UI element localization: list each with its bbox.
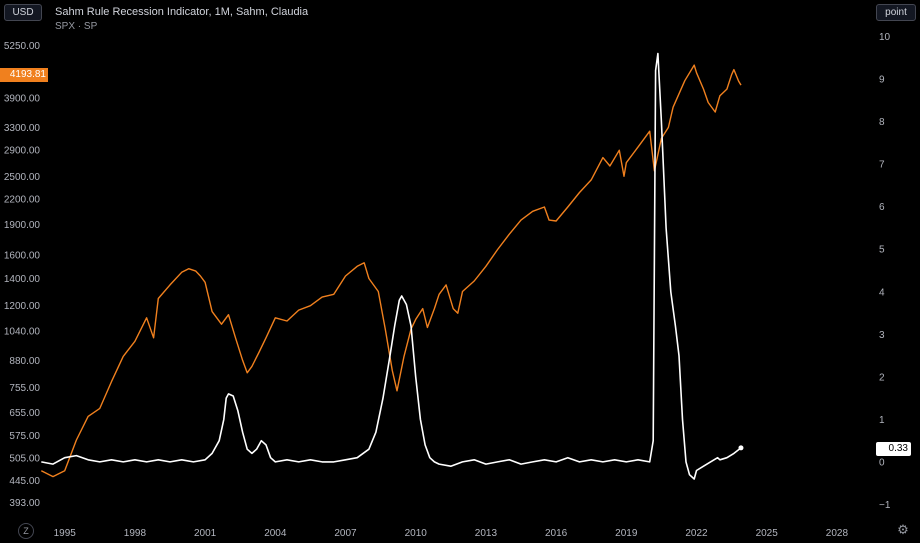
left-tick-label: 755.00 [9,383,40,394]
left-tick-label: 5250.00 [4,41,41,52]
left-tick-label: 505.00 [9,454,40,465]
right-tick-label: 3 [879,330,885,341]
x-tick-label: 2013 [475,528,498,539]
left-tick-label: 1400.00 [4,274,41,285]
last-point-label: 0.33 [876,442,911,456]
right-axis-unit[interactable]: point [876,4,916,21]
left-tick-label: 575.00 [9,431,40,442]
left-tick-label: 1200.00 [4,301,41,312]
chart-subtitle: SPX · SP [55,21,98,32]
right-tick-label: 4 [879,287,885,298]
right-tick-label: 2 [879,372,885,383]
x-axis: 1995 1998 2001 2004 2007 2010 2013 2016 2019 2022… [54,528,849,539]
right-tick-label: 1 [879,415,885,426]
spx-series-line [40,64,742,478]
x-tick-label: 2004 [264,528,287,539]
x-tick-label: 2028 [826,528,849,539]
x-tick-label: 2007 [334,528,357,539]
left-tick-label: 2900.00 [4,146,41,157]
sahm-last-point [738,445,744,451]
right-tick-label: −1 [879,500,891,511]
zoom-button[interactable]: Z [18,523,34,539]
plot-area [40,52,744,480]
x-tick-label: 1998 [124,528,147,539]
left-tick-label: 655.00 [9,408,40,419]
left-tick-label: 445.00 [9,476,40,487]
right-tick-label: 5 [879,245,885,256]
right-tick-label: 8 [879,117,885,128]
left-axis: 5250.004500.003900.003300.002900.002500.… [4,41,41,509]
x-tick-label: 1995 [54,528,77,539]
left-tick-label: 393.00 [9,498,40,509]
x-tick-label: 2001 [194,528,217,539]
right-tick-label: 10 [879,32,891,43]
chart-title: Sahm Rule Recession Indicator, 1M, Sahm,… [55,6,309,18]
right-tick-label: 0 [879,457,885,468]
left-tick-label: 1600.00 [4,250,41,261]
x-tick-label: 2025 [756,528,779,539]
left-tick-label: 3900.00 [4,93,41,104]
last-price-label: 4193.81 [0,68,48,82]
sahm-series-line [41,52,742,480]
left-tick-label: 2500.00 [4,172,41,183]
left-tick-label: 2200.00 [4,194,41,205]
x-tick-label: 2016 [545,528,568,539]
left-tick-label: 1040.00 [4,326,41,337]
gear-icon[interactable]: ⚙ [897,522,909,537]
right-tick-label: 7 [879,160,885,171]
right-tick-label: 6 [879,202,885,213]
x-tick-label: 2022 [685,528,708,539]
left-tick-label: 880.00 [9,356,40,367]
x-tick-label: 2010 [405,528,428,539]
right-tick-label: 9 [879,75,885,86]
left-tick-label: 1900.00 [4,220,41,231]
x-tick-label: 2019 [615,528,638,539]
left-tick-label: 3300.00 [4,123,41,134]
left-axis-unit[interactable]: USD [4,4,42,21]
